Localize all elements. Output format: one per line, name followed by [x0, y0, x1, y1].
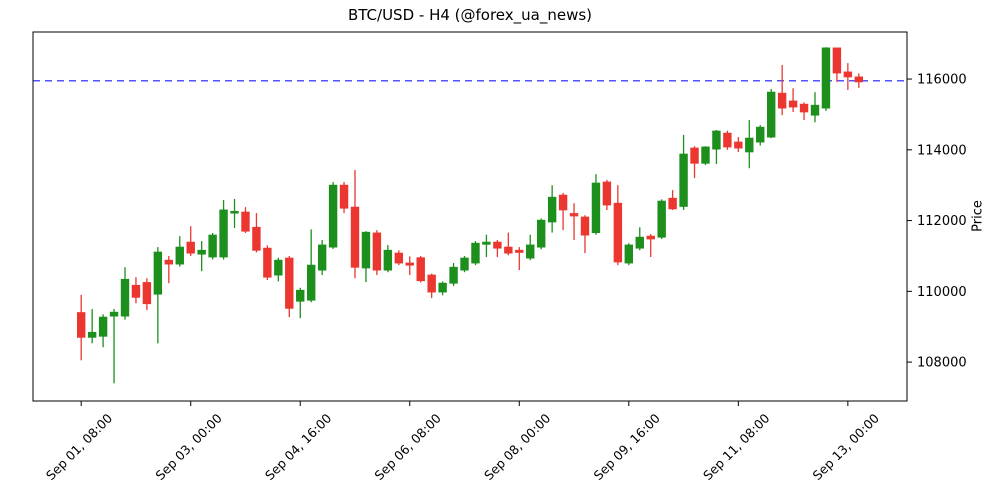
candle-body — [372, 232, 382, 271]
candle-body — [98, 316, 108, 337]
candle-body — [241, 211, 250, 232]
candle-body — [843, 71, 853, 78]
candle-body — [723, 132, 732, 148]
candle-body — [613, 202, 623, 263]
candle-body — [285, 257, 294, 309]
y-tick-label: 110000 — [917, 285, 967, 300]
candle-body — [175, 246, 184, 265]
x-tick-label: Sep 13, 00:00 — [810, 410, 882, 482]
candle-body — [76, 312, 86, 338]
candle-body — [296, 289, 305, 302]
y-tick-label: 114000 — [917, 143, 967, 158]
candle-body — [350, 206, 360, 268]
candle-body — [142, 282, 152, 305]
candle-body — [777, 92, 787, 109]
candle-body — [515, 249, 524, 253]
x-tick-label: Sep 03, 00:00 — [152, 410, 224, 482]
candle-body — [230, 210, 239, 214]
chart-title: BTC/USD - H4 (@forex_ua_news) — [347, 6, 593, 24]
candle-body — [449, 266, 458, 284]
candle-body — [109, 311, 119, 317]
candle-body — [558, 194, 568, 211]
candle-body — [328, 184, 338, 248]
candle-body — [219, 209, 228, 258]
candle-body — [460, 257, 469, 271]
candle-body — [602, 181, 612, 206]
candle-body — [657, 200, 666, 238]
candle-body — [405, 262, 414, 266]
y-tick-label: 112000 — [917, 214, 967, 229]
candle-body — [569, 213, 579, 217]
candle-body — [186, 241, 195, 254]
candle-body — [263, 247, 272, 278]
candle-body — [547, 196, 557, 223]
candle-body — [339, 184, 349, 209]
candle-body — [504, 246, 513, 254]
candle-body — [427, 274, 436, 293]
candle-body — [438, 282, 447, 293]
candle-body — [493, 241, 502, 249]
x-tick-label: Sep 04, 16:00 — [262, 410, 334, 482]
candle-body — [756, 126, 765, 143]
candle-body — [317, 244, 327, 271]
candle-body — [306, 264, 316, 301]
candle-body — [580, 216, 590, 236]
candle-body — [416, 257, 425, 282]
candle-body — [394, 252, 404, 264]
candle-body — [766, 91, 776, 138]
candle-body — [646, 235, 655, 240]
candle-body — [624, 244, 634, 264]
candle-body — [810, 104, 820, 116]
candle-body — [690, 147, 699, 164]
candle-body — [635, 236, 644, 249]
candle-body — [208, 234, 217, 258]
candle-body — [361, 231, 371, 269]
candle-body — [526, 244, 535, 259]
candle-body — [383, 249, 393, 271]
candle-body — [274, 259, 283, 276]
candle-body — [591, 182, 601, 233]
candle-body — [701, 146, 710, 164]
x-tick-label: Sep 09, 16:00 — [591, 410, 663, 482]
candle-body — [153, 251, 163, 295]
candle-body — [712, 130, 721, 150]
candle-body — [734, 141, 743, 149]
candle-body — [120, 278, 130, 317]
candle-body — [536, 219, 546, 248]
candle-body — [164, 259, 174, 265]
candle-body — [197, 249, 206, 255]
candle-body — [668, 197, 677, 210]
candle-body — [799, 103, 809, 113]
candle-body — [832, 47, 842, 74]
plot-border — [32, 31, 908, 402]
candle-body — [252, 226, 261, 251]
candle-body — [679, 153, 688, 207]
candle-body — [745, 137, 754, 153]
y-tick-label: 116000 — [917, 73, 967, 88]
candle-body — [821, 47, 831, 109]
x-tick-label: Sep 06, 08:00 — [371, 410, 443, 482]
candle-body — [854, 76, 864, 83]
candle-body — [471, 242, 480, 264]
x-tick-label: Sep 08, 00:00 — [481, 410, 553, 482]
x-tick-label: Sep 11, 08:00 — [700, 410, 772, 482]
candle-body — [788, 100, 798, 108]
candle-body — [87, 331, 97, 338]
x-tick-label: Sep 01, 08:00 — [43, 410, 115, 482]
candle-body — [131, 284, 141, 298]
y-tick-label: 108000 — [917, 356, 967, 371]
candle-body — [482, 241, 491, 245]
